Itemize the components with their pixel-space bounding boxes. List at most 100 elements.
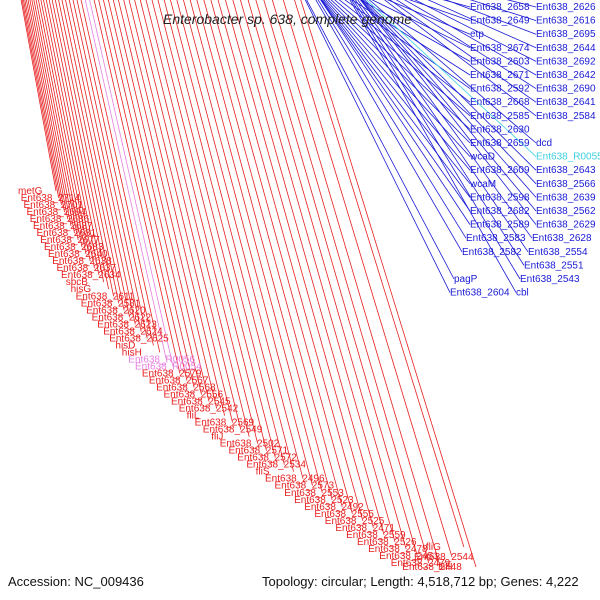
leader-line bbox=[371, 0, 471, 49]
leader-line bbox=[364, 0, 537, 171]
gene-label: Ent638_2525 bbox=[325, 516, 385, 527]
gene-label: Ent638_2623 bbox=[97, 319, 157, 330]
leader-line bbox=[84, 0, 167, 360]
leader-line bbox=[384, 0, 537, 117]
leader-line bbox=[89, 0, 174, 367]
leader-line bbox=[445, 0, 537, 35]
gene-label: Ent638_2553 bbox=[284, 488, 344, 499]
gene-label: Ent638_2643 bbox=[536, 165, 596, 176]
gene-label: Ent638_2562 bbox=[536, 206, 596, 217]
gene-label: Ent638_2549 bbox=[203, 425, 263, 436]
leader-line bbox=[232, 0, 385, 536]
label-leaders bbox=[20, 0, 537, 568]
leader-line bbox=[387, 0, 471, 35]
leader-line bbox=[163, 0, 285, 465]
leader-line bbox=[225, 0, 374, 528]
gene-label: Ent638_2568 bbox=[156, 383, 216, 394]
leader-line bbox=[360, 0, 537, 225]
gene-label: metG bbox=[18, 186, 43, 197]
leader-line bbox=[315, 0, 463, 253]
leader-line bbox=[357, 0, 533, 239]
leader-line bbox=[139, 0, 250, 437]
gene-label: Ent638_2534 bbox=[246, 460, 306, 471]
leader-line bbox=[20, 0, 57, 192]
leader-line bbox=[320, 0, 471, 225]
gene-label: Ent638_2686 bbox=[30, 214, 90, 225]
leader-line bbox=[68, 0, 142, 332]
gene-label: Ent638_2658 bbox=[470, 2, 530, 13]
leader-line bbox=[128, 0, 233, 423]
gene-label: Ent638_2598 bbox=[470, 192, 530, 203]
leader-line bbox=[323, 0, 471, 171]
gene-label: Ent638_2628 bbox=[532, 233, 592, 244]
leader-line bbox=[40, 0, 95, 269]
leader-line bbox=[26, 0, 69, 220]
gene-label: Ent638_2609 bbox=[470, 165, 530, 176]
leader-line bbox=[38, 0, 91, 262]
leader-line bbox=[351, 0, 521, 280]
topology-text: Topology: circular; Length: 4,518,712 bp… bbox=[262, 574, 579, 589]
leader-line bbox=[35, 0, 87, 255]
leader-line bbox=[43, 0, 100, 276]
leader-line bbox=[404, 0, 537, 76]
leader-line bbox=[360, 0, 471, 62]
leader-line bbox=[271, 0, 441, 568]
gene-label: Ent638_2683 bbox=[44, 242, 104, 253]
gene-label: Ent638_2626 bbox=[536, 2, 596, 13]
leader-line bbox=[145, 0, 259, 444]
leader-line bbox=[368, 0, 537, 144]
gene-label: Ent638_2682 bbox=[470, 206, 530, 217]
gene-label: Ent638_2567 bbox=[149, 376, 209, 387]
leader-line bbox=[330, 0, 471, 130]
leader-line bbox=[349, 0, 517, 293]
leader-line bbox=[396, 0, 537, 89]
gene-label: Ent638_2492 bbox=[304, 502, 364, 513]
gene-label: hisH bbox=[122, 347, 142, 358]
leader-line bbox=[317, 0, 467, 239]
gene-label: sbcB bbox=[66, 277, 89, 288]
leader-line bbox=[65, 0, 136, 325]
gene-label: Ent638_2585 bbox=[470, 111, 530, 122]
leader-line bbox=[183, 0, 313, 486]
gene-label: Ent638_2566 bbox=[536, 179, 596, 190]
leader-line bbox=[103, 0, 195, 388]
leader-line bbox=[33, 0, 83, 248]
leader-line bbox=[170, 0, 294, 472]
leader-line bbox=[29, 0, 75, 234]
leader-line bbox=[21, 0, 60, 199]
gene-label: Ent638_2478 bbox=[368, 544, 428, 555]
gene-label: Ent638_2451 bbox=[379, 551, 439, 562]
map-title: Enterobacter sp. 638, complete genome bbox=[163, 11, 412, 27]
leader-line bbox=[196, 0, 333, 500]
gene-label: Ent638_2644 bbox=[536, 43, 596, 54]
gene-label: Ent638_2634 bbox=[61, 270, 121, 281]
gene-label: Ent638_2674 bbox=[470, 43, 530, 54]
leader-line bbox=[48, 0, 109, 290]
gene-label: Ent638_2582 bbox=[462, 247, 522, 258]
leader-line bbox=[24, 0, 65, 213]
leader-line bbox=[45, 0, 105, 283]
leader-line bbox=[306, 0, 455, 280]
gene-label: Ent638_2620 bbox=[86, 305, 146, 316]
gene-label: Ent638_2554 bbox=[528, 247, 588, 258]
gene-label: Ent638_2668 bbox=[470, 97, 530, 108]
gene-label: Ent638_2642 bbox=[536, 70, 596, 81]
leader-line bbox=[389, 0, 537, 103]
gene-label: dcd bbox=[536, 138, 552, 149]
gene-label: Ent638_2603 bbox=[470, 56, 530, 67]
leader-line bbox=[58, 0, 125, 311]
leader-line bbox=[54, 0, 120, 304]
gene-label: Ent638_2542 bbox=[179, 404, 239, 415]
gene-label: Ent638_2677 bbox=[40, 235, 100, 246]
gene-label: Ent638_2649 bbox=[470, 16, 530, 27]
gene-label: Ent638_2583 bbox=[466, 233, 526, 244]
gene-label: Ent638_2543 bbox=[520, 274, 580, 285]
gene-label: fliS bbox=[256, 467, 270, 478]
leader-line bbox=[98, 0, 188, 381]
leader-line bbox=[362, 0, 537, 185]
gene-label: Ent638_2630 bbox=[470, 124, 530, 135]
gene-label: Ent638_2690 bbox=[536, 84, 596, 95]
gene-label: Ent638_2611 bbox=[76, 291, 135, 302]
leader-line bbox=[352, 0, 525, 266]
leader-line bbox=[189, 0, 323, 493]
